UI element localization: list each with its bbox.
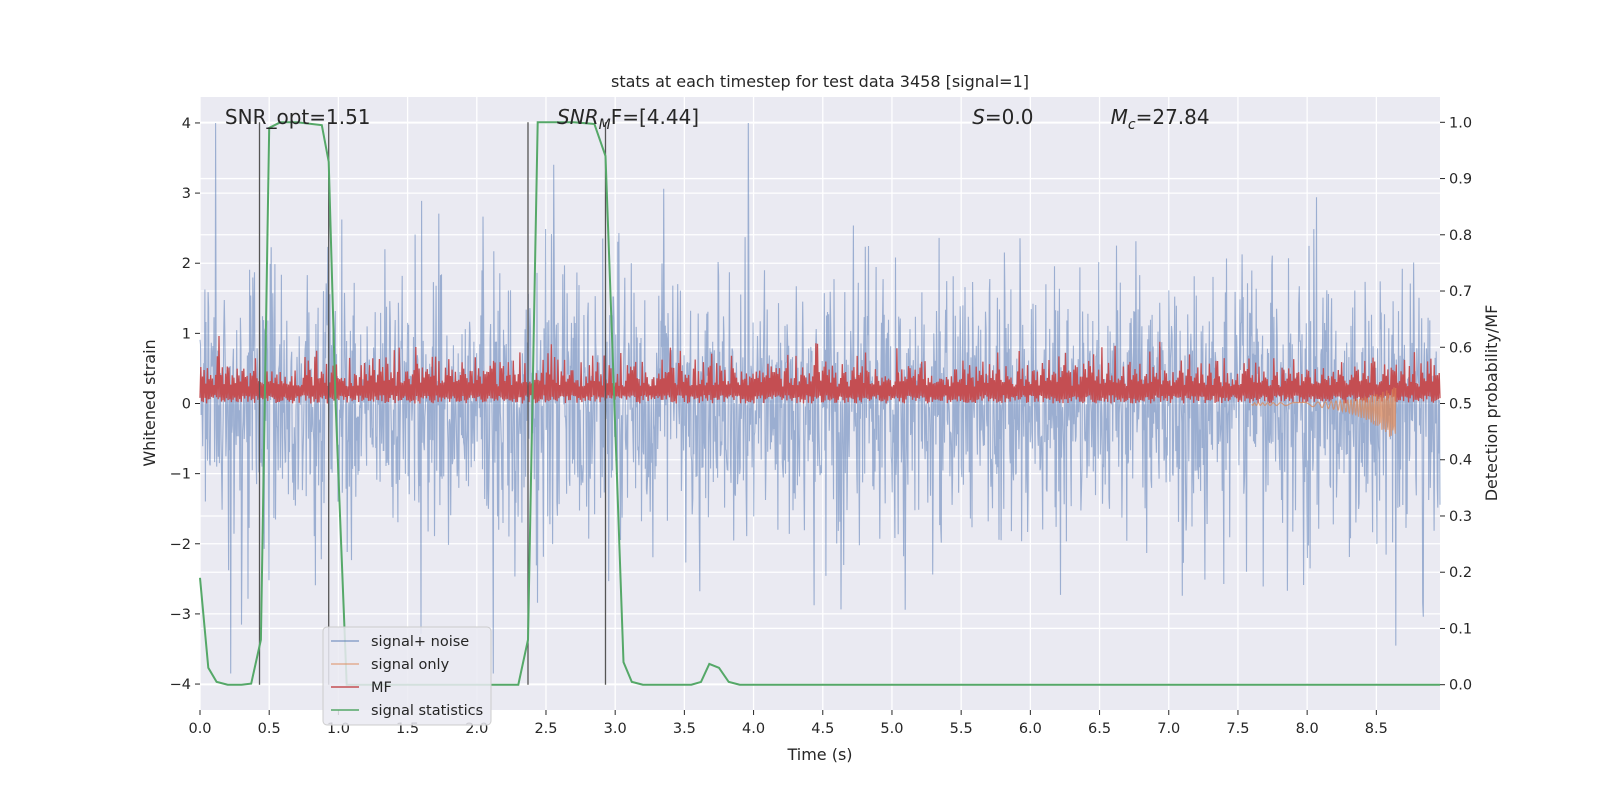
y-tick-label-left: −4 xyxy=(170,677,191,693)
x-tick-label: 4.5 xyxy=(811,721,834,737)
chart-title: stats at each timestep for test data 345… xyxy=(611,72,1029,91)
x-tick-label: 7.5 xyxy=(1226,721,1249,737)
series-signal-plus-noise xyxy=(199,122,1441,674)
x-tick-label: 0.5 xyxy=(258,721,281,737)
x-tick-label: 7.0 xyxy=(1157,721,1180,737)
y-tick-label-right: 0.2 xyxy=(1449,565,1472,581)
y-tick-label-left: 3 xyxy=(182,186,191,202)
x-tick-label: 3.5 xyxy=(673,721,696,737)
series-signal-only xyxy=(1251,387,1397,437)
series-mf xyxy=(199,335,1441,404)
x-tick-label: 5.0 xyxy=(880,721,903,737)
y-tick-label-left: 1 xyxy=(182,326,191,342)
annotation: SNRMF=[4.44] xyxy=(557,105,699,133)
y-tick-label-right: 0.1 xyxy=(1449,621,1472,637)
y-tick-label-right: 0.4 xyxy=(1449,453,1472,469)
y-tick-label-right: 0.6 xyxy=(1449,340,1472,356)
signal-only-line xyxy=(1251,387,1397,437)
y-axis-label-left: Whitened strain xyxy=(140,339,159,466)
x-tick-label: 0.0 xyxy=(188,721,211,737)
y-tick-label-right: 0.9 xyxy=(1449,172,1472,188)
annotations: SNR_opt=1.51 SNRMF=[4.44] S=0.0 Mc=27.84 xyxy=(225,105,1210,133)
legend-label: signal only xyxy=(371,657,450,673)
y-tick-label-right: 0.0 xyxy=(1449,678,1472,694)
series-signal-statistics xyxy=(199,121,1440,686)
x-tick-label: 8.5 xyxy=(1365,721,1388,737)
y-tick-label-right: 0.3 xyxy=(1449,509,1472,525)
x-tick-label: 3.0 xyxy=(604,721,627,737)
x-tick-label: 6.5 xyxy=(1088,721,1111,737)
y-tick-label-left: 2 xyxy=(182,256,191,272)
y-tick-label-right: 1.0 xyxy=(1449,115,1472,131)
y-tick-label-left: −1 xyxy=(170,467,191,483)
signal-plus-noise-line xyxy=(199,122,1441,674)
y-tick-label-left: −2 xyxy=(170,537,191,553)
annotation: Mc=27.84 xyxy=(1111,105,1210,133)
x-axis-label: Time (s) xyxy=(786,745,852,764)
y-tick-label-left: −3 xyxy=(170,607,191,623)
signal-statistics-line xyxy=(199,121,1440,686)
y-axis-label-right: Detection probability/MF xyxy=(1482,305,1501,502)
y-tick-label-left: 4 xyxy=(182,116,191,132)
x-tick-label: 8.0 xyxy=(1296,721,1319,737)
x-tick-label: 2.5 xyxy=(534,721,557,737)
y-tick-label-right: 0.7 xyxy=(1449,284,1472,300)
legend-label: signal+ noise xyxy=(371,634,469,650)
y-tick-label-left: 0 xyxy=(182,397,191,413)
x-tick-label: 5.5 xyxy=(950,721,973,737)
y-tick-label-right: 0.5 xyxy=(1449,397,1472,413)
legend-box xyxy=(322,626,492,726)
annotation: SNR_opt=1.51 xyxy=(225,105,371,129)
x-tick-label: 4.0 xyxy=(742,721,765,737)
annotation: S=0.0 xyxy=(972,105,1033,129)
legend-label: MF xyxy=(371,680,392,696)
legend-label: signal statistics xyxy=(371,703,483,719)
legend: signal+ noise signal only MF signal statist… xyxy=(322,626,492,726)
mf-line xyxy=(199,335,1441,404)
x-tick-label: 6.0 xyxy=(1019,721,1042,737)
axis-ticks: 0.0 0.5 1.0 1.5 2.0 2.5 3.0 3.5 4.0 4.5 5.0 5.5 6.0 6… xyxy=(170,115,1472,737)
y-tick-label-right: 0.8 xyxy=(1449,228,1472,244)
